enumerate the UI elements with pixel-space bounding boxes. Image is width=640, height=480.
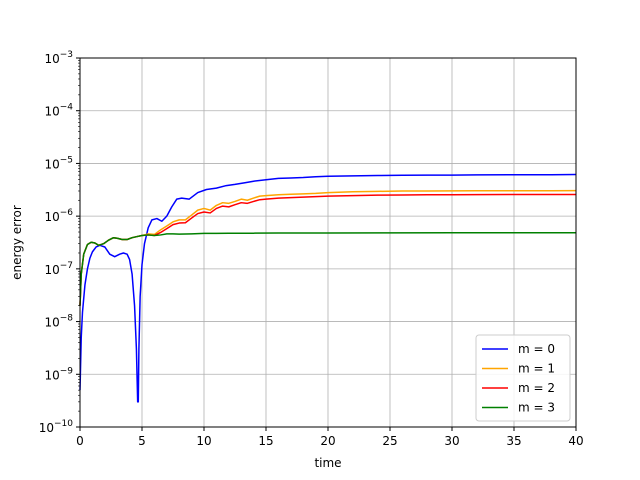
x-tick-label: 25 — [382, 434, 397, 448]
legend-label: m = 2 — [518, 381, 555, 395]
legend-box — [475, 334, 571, 422]
series-line-m3 — [79, 231, 577, 306]
x-tick-label: 20 — [320, 434, 335, 448]
legend-label: m = 1 — [518, 362, 555, 376]
legend-label: m = 0 — [518, 342, 555, 356]
x-tick-label: 5 — [138, 434, 146, 448]
y-tick-label: 10−10 — [39, 419, 74, 435]
x-tick-label: 30 — [444, 434, 459, 448]
legend-label: m = 3 — [518, 401, 555, 415]
y-tick-label: 10−6 — [44, 208, 73, 224]
x-tick-label: 35 — [506, 434, 521, 448]
y-tick-label: 10−9 — [44, 366, 73, 382]
x-tick-label: 15 — [258, 434, 273, 448]
y-tick-label: 10−8 — [44, 314, 73, 330]
y-axis-label: energy error — [10, 205, 24, 280]
x-axis-label: time — [314, 456, 341, 470]
series-line-m0 — [79, 173, 577, 403]
y-tick-label: 10−7 — [44, 261, 73, 277]
axis-ticks: 0 5 10 15 20 25 30 35 40 10−10 10−9 10−8 10−7 10−6 10−… — [39, 50, 584, 448]
y-tick-label: 10−3 — [44, 50, 73, 66]
x-tick-label: 40 — [568, 434, 583, 448]
grid — [80, 58, 576, 427]
y-tick-label: 10−4 — [44, 103, 73, 119]
legend: m = 0 m = 1 m = 2 m = 3 — [475, 334, 571, 422]
y-tick-label: 10−5 — [44, 155, 73, 171]
x-tick-label: 10 — [196, 434, 211, 448]
x-tick-label: 0 — [76, 434, 84, 448]
series-lines — [79, 173, 577, 403]
